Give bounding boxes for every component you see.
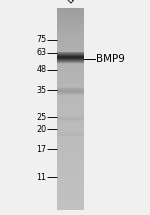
- Text: BMP9: BMP9: [96, 54, 125, 64]
- Text: 20: 20: [36, 124, 46, 134]
- Text: 48: 48: [36, 65, 46, 74]
- Text: Liver: Liver: [65, 0, 86, 5]
- Text: 17: 17: [36, 145, 46, 154]
- Text: 63: 63: [36, 48, 46, 57]
- Text: 25: 25: [36, 113, 46, 122]
- Text: 11: 11: [36, 173, 46, 182]
- Text: 35: 35: [36, 86, 46, 95]
- Text: 75: 75: [36, 35, 46, 44]
